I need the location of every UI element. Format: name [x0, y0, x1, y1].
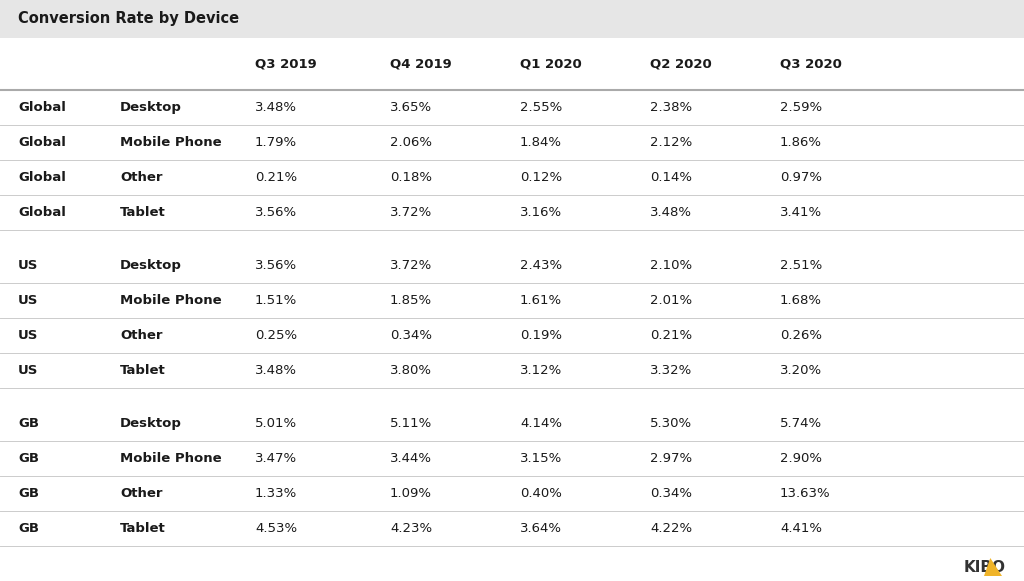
Text: 5.30%: 5.30%: [650, 417, 692, 430]
Text: 5.11%: 5.11%: [390, 417, 432, 430]
Text: Mobile Phone: Mobile Phone: [120, 294, 221, 307]
Text: 3.44%: 3.44%: [390, 452, 432, 465]
Text: GB: GB: [18, 487, 39, 500]
Text: 13.63%: 13.63%: [780, 487, 830, 500]
Text: Q1 2020: Q1 2020: [520, 58, 582, 70]
Text: 3.72%: 3.72%: [390, 206, 432, 219]
Text: 3.48%: 3.48%: [255, 101, 297, 114]
Text: GB: GB: [18, 452, 39, 465]
Text: GB: GB: [18, 522, 39, 535]
Text: Q4 2019: Q4 2019: [390, 58, 452, 70]
Text: Conversion Rate by Device: Conversion Rate by Device: [18, 12, 240, 27]
Text: 3.16%: 3.16%: [520, 206, 562, 219]
Text: 4.53%: 4.53%: [255, 522, 297, 535]
Text: US: US: [18, 329, 38, 342]
Text: Other: Other: [120, 171, 163, 184]
Text: 0.34%: 0.34%: [390, 329, 432, 342]
Text: 1.85%: 1.85%: [390, 294, 432, 307]
Text: 1.51%: 1.51%: [255, 294, 297, 307]
Text: 1.84%: 1.84%: [520, 136, 562, 149]
Text: Global: Global: [18, 101, 66, 114]
Text: Mobile Phone: Mobile Phone: [120, 136, 221, 149]
Text: 3.20%: 3.20%: [780, 364, 822, 377]
Text: Q2 2020: Q2 2020: [650, 58, 712, 70]
Text: 2.10%: 2.10%: [650, 259, 692, 272]
Text: Tablet: Tablet: [120, 522, 166, 535]
Text: 3.41%: 3.41%: [780, 206, 822, 219]
Text: 3.65%: 3.65%: [390, 101, 432, 114]
Text: US: US: [18, 259, 38, 272]
Text: US: US: [18, 294, 38, 307]
Text: 3.32%: 3.32%: [650, 364, 692, 377]
Text: 2.55%: 2.55%: [520, 101, 562, 114]
Text: 2.38%: 2.38%: [650, 101, 692, 114]
Text: 1.79%: 1.79%: [255, 136, 297, 149]
Text: 2.12%: 2.12%: [650, 136, 692, 149]
Text: 3.47%: 3.47%: [255, 452, 297, 465]
Text: 5.74%: 5.74%: [780, 417, 822, 430]
Text: 1.61%: 1.61%: [520, 294, 562, 307]
Text: 0.14%: 0.14%: [650, 171, 692, 184]
Text: KIBO: KIBO: [964, 560, 1006, 575]
Text: Desktop: Desktop: [120, 101, 182, 114]
Text: Desktop: Desktop: [120, 259, 182, 272]
Text: 0.97%: 0.97%: [780, 171, 822, 184]
Text: 4.14%: 4.14%: [520, 417, 562, 430]
Text: 5.01%: 5.01%: [255, 417, 297, 430]
Text: 0.26%: 0.26%: [780, 329, 822, 342]
Polygon shape: [984, 558, 1002, 576]
Text: Other: Other: [120, 329, 163, 342]
Text: 2.01%: 2.01%: [650, 294, 692, 307]
Text: Q3 2019: Q3 2019: [255, 58, 316, 70]
Text: Q3 2020: Q3 2020: [780, 58, 842, 70]
Text: 2.97%: 2.97%: [650, 452, 692, 465]
Text: Other: Other: [120, 487, 163, 500]
Text: GB: GB: [18, 417, 39, 430]
Text: 0.19%: 0.19%: [520, 329, 562, 342]
Text: 0.40%: 0.40%: [520, 487, 562, 500]
Text: 3.48%: 3.48%: [255, 364, 297, 377]
Text: 2.59%: 2.59%: [780, 101, 822, 114]
Text: 2.43%: 2.43%: [520, 259, 562, 272]
Text: 2.90%: 2.90%: [780, 452, 822, 465]
Text: 0.25%: 0.25%: [255, 329, 297, 342]
Text: 3.72%: 3.72%: [390, 259, 432, 272]
Text: 1.33%: 1.33%: [255, 487, 297, 500]
Text: Global: Global: [18, 136, 66, 149]
Text: 0.18%: 0.18%: [390, 171, 432, 184]
Text: Mobile Phone: Mobile Phone: [120, 452, 221, 465]
Text: 4.41%: 4.41%: [780, 522, 822, 535]
Text: 0.21%: 0.21%: [255, 171, 297, 184]
Text: 2.51%: 2.51%: [780, 259, 822, 272]
Text: Global: Global: [18, 206, 66, 219]
Text: 3.80%: 3.80%: [390, 364, 432, 377]
Text: 0.21%: 0.21%: [650, 329, 692, 342]
Text: 1.68%: 1.68%: [780, 294, 822, 307]
Text: 4.22%: 4.22%: [650, 522, 692, 535]
Text: Tablet: Tablet: [120, 364, 166, 377]
Text: Global: Global: [18, 171, 66, 184]
Text: 1.09%: 1.09%: [390, 487, 432, 500]
Bar: [0, 0, 1024, 38]
Text: 1.86%: 1.86%: [780, 136, 822, 149]
Text: US: US: [18, 364, 38, 377]
Text: 3.56%: 3.56%: [255, 259, 297, 272]
Text: Desktop: Desktop: [120, 417, 182, 430]
Text: Tablet: Tablet: [120, 206, 166, 219]
Text: 3.56%: 3.56%: [255, 206, 297, 219]
Text: 3.12%: 3.12%: [520, 364, 562, 377]
Text: 3.15%: 3.15%: [520, 452, 562, 465]
Text: 3.64%: 3.64%: [520, 522, 562, 535]
Text: 0.12%: 0.12%: [520, 171, 562, 184]
Text: 0.34%: 0.34%: [650, 487, 692, 500]
Text: 4.23%: 4.23%: [390, 522, 432, 535]
Text: 3.48%: 3.48%: [650, 206, 692, 219]
Text: 2.06%: 2.06%: [390, 136, 432, 149]
